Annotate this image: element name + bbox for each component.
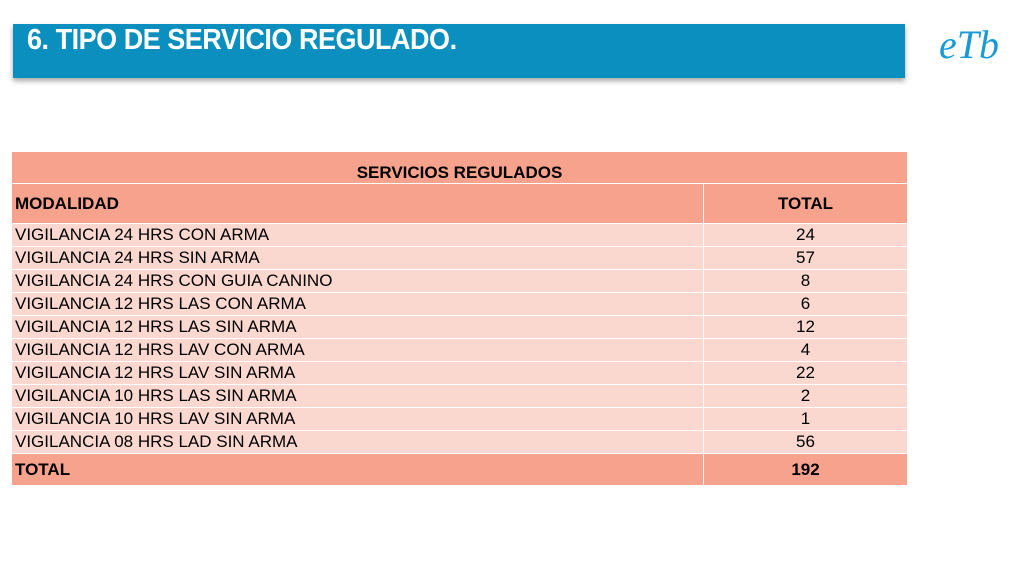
table-total-row: TOTAL 192 xyxy=(11,453,908,486)
table-row: VIGILANCIA 08 HRS LAD SIN ARMA 56 xyxy=(11,430,908,454)
modalidad-cell: VIGILANCIA 12 HRS LAS CON ARMA xyxy=(11,292,704,316)
etb-logo: eTb xyxy=(937,22,1003,68)
modalidad-cell: VIGILANCIA 12 HRS LAS SIN ARMA xyxy=(11,315,704,339)
total-value: 192 xyxy=(703,453,908,486)
page-title: 6. TIPO DE SERVICIO REGULADO. xyxy=(27,24,457,56)
modalidad-cell: VIGILANCIA 24 HRS CON ARMA xyxy=(11,223,704,247)
logo-text: eTb xyxy=(939,22,999,67)
modalidad-cell: VIGILANCIA 12 HRS LAV SIN ARMA xyxy=(11,361,704,385)
modalidad-cell: VIGILANCIA 24 HRS CON GUIA CANINO xyxy=(11,269,704,293)
modalidad-cell: VIGILANCIA 08 HRS LAD SIN ARMA xyxy=(11,430,704,454)
column-header-modalidad: MODALIDAD xyxy=(11,183,704,224)
total-cell: 4 xyxy=(703,338,908,362)
total-cell: 57 xyxy=(703,246,908,270)
table-title-row: SERVICIOS REGULADOS xyxy=(11,151,908,184)
total-cell: 2 xyxy=(703,384,908,408)
total-cell: 6 xyxy=(703,292,908,316)
total-cell: 1 xyxy=(703,407,908,431)
modalidad-cell: VIGILANCIA 12 HRS LAV CON ARMA xyxy=(11,338,704,362)
table-row: VIGILANCIA 12 HRS LAS CON ARMA 6 xyxy=(11,292,908,316)
table-row: VIGILANCIA 24 HRS CON GUIA CANINO 8 xyxy=(11,269,908,293)
total-label: TOTAL xyxy=(11,453,704,486)
table-row: VIGILANCIA 10 HRS LAV SIN ARMA 1 xyxy=(11,407,908,431)
table-row: VIGILANCIA 12 HRS LAV SIN ARMA 22 xyxy=(11,361,908,385)
table-title: SERVICIOS REGULADOS xyxy=(11,151,908,184)
column-header-total: TOTAL xyxy=(703,183,908,224)
total-cell: 22 xyxy=(703,361,908,385)
total-cell: 8 xyxy=(703,269,908,293)
title-bar: 6. TIPO DE SERVICIO REGULADO. xyxy=(13,24,905,78)
total-cell: 56 xyxy=(703,430,908,454)
modalidad-cell: VIGILANCIA 24 HRS SIN ARMA xyxy=(11,246,704,270)
table-row: VIGILANCIA 12 HRS LAV CON ARMA 4 xyxy=(11,338,908,362)
modalidad-cell: VIGILANCIA 10 HRS LAS SIN ARMA xyxy=(11,384,704,408)
table-header-row: MODALIDAD TOTAL xyxy=(11,183,908,224)
total-cell: 12 xyxy=(703,315,908,339)
total-cell: 24 xyxy=(703,223,908,247)
table-row: VIGILANCIA 10 HRS LAS SIN ARMA 2 xyxy=(11,384,908,408)
modalidad-cell: VIGILANCIA 10 HRS LAV SIN ARMA xyxy=(11,407,704,431)
servicios-table: SERVICIOS REGULADOS MODALIDAD TOTAL VIGI… xyxy=(11,151,908,486)
table-row: VIGILANCIA 12 HRS LAS SIN ARMA 12 xyxy=(11,315,908,339)
table-row: VIGILANCIA 24 HRS CON ARMA 24 xyxy=(11,223,908,247)
table-row: VIGILANCIA 24 HRS SIN ARMA 57 xyxy=(11,246,908,270)
